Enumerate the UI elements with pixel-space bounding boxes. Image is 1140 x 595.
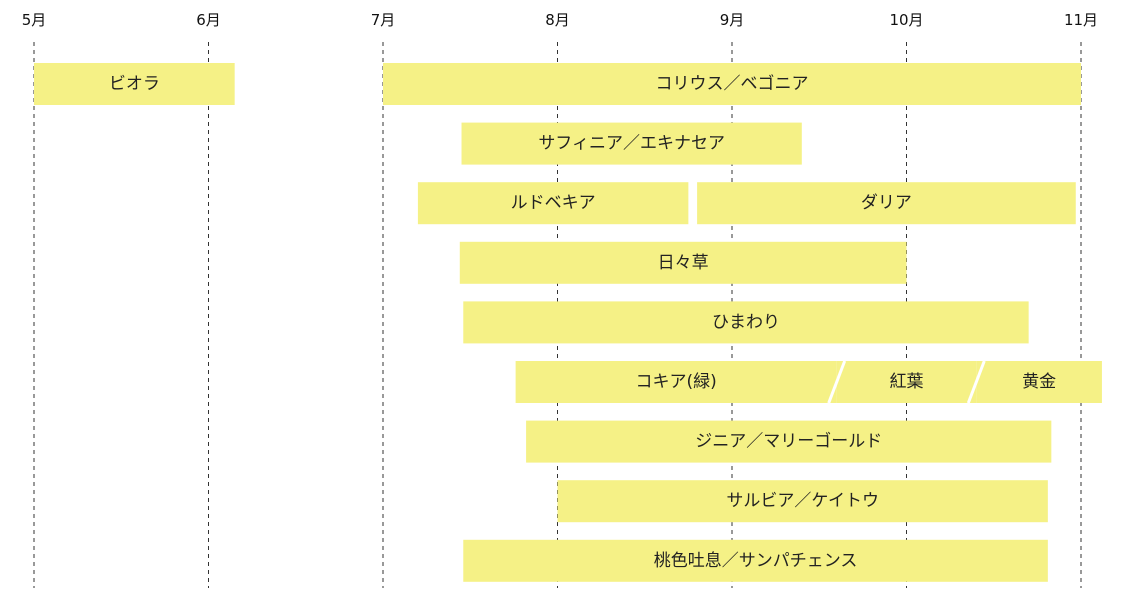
month-labels: 5月 6月 7月 8月 9月 10月 11月 <box>22 11 1098 29</box>
bar-label: 桃色吐息／サンパチェンス <box>654 551 858 571</box>
bar-label: ダリア <box>861 193 912 213</box>
bar-label: ビオラ <box>109 74 160 94</box>
bar <box>515 361 837 403</box>
bar <box>383 63 1081 105</box>
month-label: 5月 <box>22 11 47 29</box>
bar <box>459 241 907 284</box>
bar <box>461 122 802 165</box>
bar <box>836 361 977 403</box>
bar-label: コリウス／ベゴニア <box>656 73 809 94</box>
bar-label: 黄金 <box>1022 372 1056 392</box>
month-label: 11月 <box>1064 11 1098 29</box>
bar <box>976 361 1102 403</box>
bar-label: サルビア／ケイトウ <box>726 491 879 511</box>
bar <box>697 182 1076 225</box>
month-label: 10月 <box>889 11 923 29</box>
bar <box>463 539 1048 582</box>
segment-separator <box>827 360 847 404</box>
month-label: 9月 <box>720 11 745 29</box>
bar-label: ひまわり <box>712 312 780 332</box>
bar <box>417 182 689 225</box>
bar <box>526 420 1052 463</box>
bar-label: サフィニア／エキナセア <box>538 134 725 154</box>
bar-label: 紅葉 <box>890 372 924 392</box>
bar <box>34 63 235 105</box>
bar-label: コキア(緑) <box>636 372 717 392</box>
month-label: 6月 <box>196 11 221 29</box>
bar-label: 日々草 <box>658 253 709 273</box>
bar <box>463 301 1029 344</box>
bar <box>557 480 1048 523</box>
month-label: 8月 <box>545 11 570 29</box>
bar-label: ルドベキア <box>511 193 596 213</box>
month-label: 7月 <box>371 11 396 29</box>
segment-separator <box>966 360 986 404</box>
bar-label: ジニア／マリーゴールド <box>695 431 882 452</box>
